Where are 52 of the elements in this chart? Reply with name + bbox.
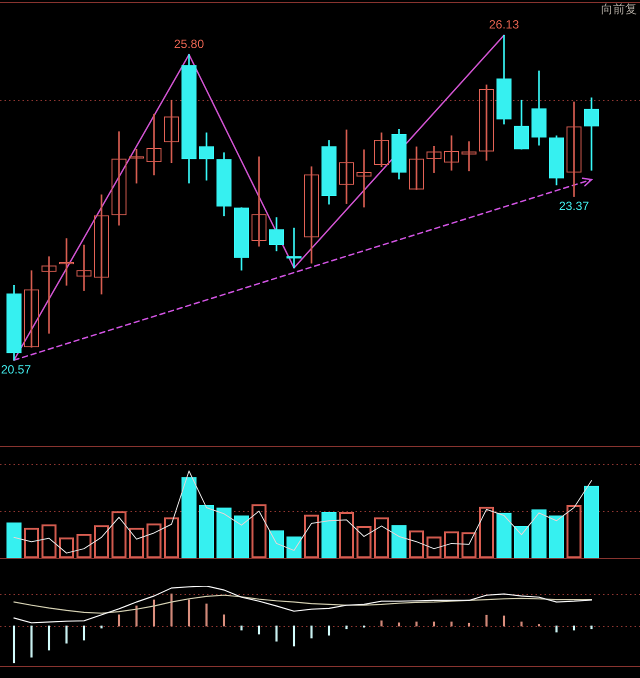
bar [48, 626, 50, 650]
bar [292, 626, 296, 646]
bar [234, 516, 250, 558]
bar [496, 512, 512, 558]
annotation: 20.57 [1, 362, 32, 376]
bar [222, 614, 226, 626]
bar [118, 614, 120, 626]
bar [345, 626, 348, 630]
bar [258, 626, 260, 634]
annotation: 26.13 [488, 18, 520, 32]
bar [82, 626, 86, 640]
bar [450, 622, 453, 626]
bar [268, 530, 284, 558]
annotation: 23.37 [558, 198, 590, 213]
bar [65, 626, 68, 644]
bar [584, 486, 600, 558]
bar [328, 626, 330, 636]
bar [100, 626, 103, 628]
bar [468, 622, 470, 626]
bar [502, 616, 506, 626]
bar [520, 622, 523, 626]
bar [555, 626, 558, 632]
bar [188, 600, 190, 626]
candlestick [584, 97, 600, 171]
bar [152, 600, 156, 626]
bar [240, 626, 243, 630]
annotation: 25.80 [174, 36, 204, 51]
bar [485, 614, 488, 626]
bar [531, 509, 547, 558]
bar [6, 522, 22, 558]
bar [514, 526, 530, 558]
bar [181, 477, 197, 558]
bar [30, 626, 33, 658]
bar [12, 626, 16, 664]
text: 向前复 [601, 2, 637, 16]
candlestick [286, 228, 302, 268]
bar [216, 508, 232, 558]
bar [321, 512, 337, 558]
bar [398, 622, 400, 626]
bar [275, 626, 278, 642]
bar [548, 516, 564, 558]
bar [310, 626, 313, 638]
bar [572, 626, 576, 630]
bar [432, 622, 436, 626]
bar [391, 525, 407, 558]
bar [380, 620, 383, 626]
bar [415, 622, 418, 626]
bar [205, 604, 208, 626]
bar [198, 505, 214, 558]
bar [170, 594, 173, 626]
bar [286, 536, 302, 558]
bar [590, 626, 593, 630]
